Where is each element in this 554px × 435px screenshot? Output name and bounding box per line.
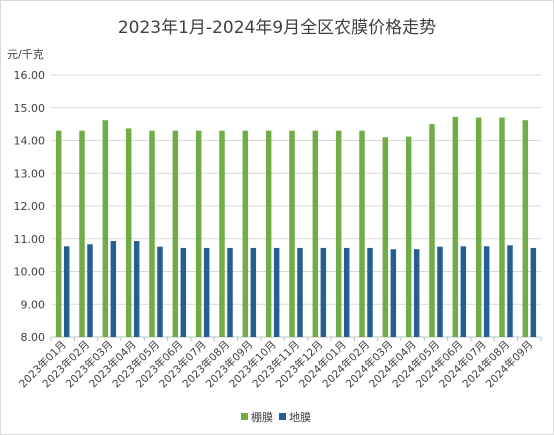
bar-greenhouse-film	[55, 130, 62, 337]
x-axis-ticks: 2023年01月2023年02月2023年03月2023年04月2023年05月…	[16, 337, 542, 390]
bar-mulch-film	[180, 247, 187, 337]
bar-mulch-film	[437, 246, 443, 337]
bar-mulch-film	[343, 247, 350, 337]
bar-mulch-film	[250, 247, 257, 337]
bar-greenhouse-film	[265, 130, 272, 337]
bar-mulch-film	[133, 241, 140, 337]
y-axis-unit-label: 元/千克	[7, 48, 44, 61]
bar-greenhouse-film	[452, 116, 459, 337]
bar-mulch-film	[297, 247, 303, 337]
bar-mulch-film	[483, 246, 490, 337]
y-tick-label: 16.00	[14, 69, 46, 82]
bar-mulch-film	[413, 249, 420, 337]
legend-label: 地膜	[289, 411, 311, 424]
bar-greenhouse-film	[149, 130, 155, 337]
legend-swatch	[279, 413, 286, 420]
bar-mulch-film	[367, 247, 373, 337]
bar-greenhouse-film	[195, 130, 202, 337]
legend-swatch	[241, 413, 248, 420]
y-tick-label: 11.00	[14, 233, 46, 246]
bar-mulch-film	[273, 247, 280, 337]
y-tick-label: 9.00	[21, 298, 46, 311]
bar-greenhouse-film	[475, 117, 482, 337]
bar-mulch-film	[157, 246, 163, 337]
legend: 棚膜 地膜	[241, 410, 311, 424]
bar-mulch-film	[320, 247, 327, 337]
bar-mulch-film	[87, 244, 93, 337]
y-tick-label: 14.00	[14, 135, 46, 148]
bar-greenhouse-film	[242, 130, 249, 337]
bar-mulch-film	[507, 245, 513, 337]
bar-mulch-film	[110, 241, 117, 337]
y-tick-label: 13.00	[14, 167, 46, 180]
bar-greenhouse-film	[335, 130, 342, 337]
bar-greenhouse-film	[172, 130, 179, 337]
bar-greenhouse-film	[312, 130, 319, 337]
bar-mulch-film	[63, 246, 70, 337]
bar-mulch-film	[460, 246, 467, 337]
bar-greenhouse-film	[79, 130, 85, 337]
bar-mulch-film	[203, 247, 210, 337]
y-tick-label: 15.00	[14, 102, 46, 115]
y-tick-label: 12.00	[14, 200, 46, 213]
gridlines	[51, 74, 541, 338]
bar-greenhouse-film	[289, 130, 295, 337]
bar-greenhouse-film	[125, 128, 132, 337]
bars	[55, 116, 537, 337]
bar-greenhouse-film	[382, 137, 389, 337]
bar-mulch-film	[390, 249, 397, 337]
bar-mulch-film	[530, 247, 537, 337]
bar-greenhouse-film	[405, 136, 412, 337]
bar-greenhouse-film	[359, 130, 365, 337]
bar-greenhouse-film	[102, 120, 109, 337]
chart-title: 2023年1月-2024年9月全区农膜价格走势	[118, 18, 436, 38]
bar-mulch-film	[227, 247, 233, 337]
bar-greenhouse-film	[499, 117, 505, 337]
y-tick-label: 10.00	[14, 266, 46, 279]
y-axis-ticks: 8.00 9.00 10.00 11.00 12.00 13.00 14.00 15.00 16…	[14, 69, 46, 344]
bar-greenhouse-film	[522, 120, 529, 337]
legend-label: 棚膜	[251, 410, 273, 424]
bar-greenhouse-film	[429, 124, 435, 337]
y-tick-label: 8.00	[21, 331, 46, 344]
bar-greenhouse-film	[219, 130, 225, 337]
